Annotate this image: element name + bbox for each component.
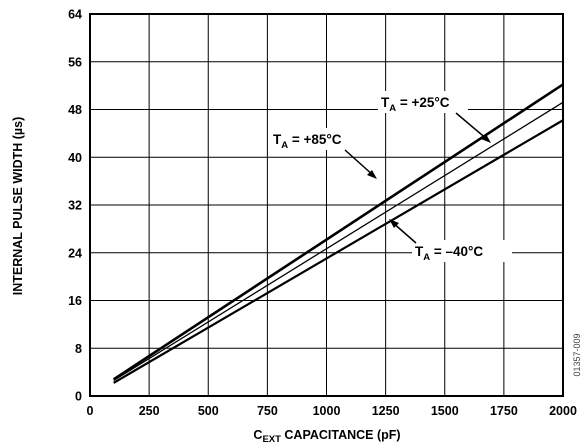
x-tick-label-7: 1750 xyxy=(490,404,518,418)
arrowhead-minus40c xyxy=(389,219,399,228)
figure-id: 01357-009 xyxy=(572,333,582,376)
x-tick-labels: 0 250 500 750 1000 1250 1500 1750 2000 xyxy=(87,404,577,418)
svg-text:TA = +25°C: TA = +25°C xyxy=(381,95,450,114)
svg-text:TA = +85°C: TA = +85°C xyxy=(273,132,342,151)
x-tick-label-2: 500 xyxy=(198,404,219,418)
x-axis-title: CEXT CAPACITANCE (pF) xyxy=(253,428,400,444)
series-line-1 xyxy=(113,101,564,382)
x-tick-label-6: 1500 xyxy=(431,404,459,418)
y-tick-label-6: 48 xyxy=(68,103,82,117)
svg-text:TA = –40°C: TA = –40°C xyxy=(415,244,483,263)
y-tick-label-1: 8 xyxy=(75,342,82,356)
x-tick-label-0: 0 xyxy=(87,404,94,418)
leader-25c xyxy=(455,112,489,141)
callout-85c: TA = +85°C xyxy=(271,128,377,179)
leader-85c xyxy=(344,149,375,177)
x-tick-label-8: 2000 xyxy=(549,404,577,418)
callout-minus40c: TA = –40°C xyxy=(389,219,512,263)
y-tick-label-2: 16 xyxy=(68,294,82,308)
y-tick-label-7: 56 xyxy=(68,55,82,69)
series-line-2 xyxy=(113,119,564,384)
arrowhead-25c xyxy=(481,134,491,143)
y-tick-label-5: 40 xyxy=(68,151,82,165)
y-tick-labels: 0 8 16 24 32 40 48 56 64 xyxy=(68,8,82,404)
x-tick-label-4: 1000 xyxy=(313,404,341,418)
y-tick-label-8: 64 xyxy=(68,8,82,22)
y-tick-label-4: 32 xyxy=(68,199,82,213)
x-tick-label-3: 750 xyxy=(257,404,278,418)
y-tick-label-0: 0 xyxy=(75,390,82,404)
callout-25c: TA = +25°C xyxy=(378,91,491,143)
x-tick-label-1: 250 xyxy=(139,404,160,418)
series-line-0 xyxy=(112,83,564,381)
x-tick-label-5: 1250 xyxy=(372,404,400,418)
series-lines xyxy=(112,83,564,384)
plot-frame xyxy=(89,13,564,397)
arrowhead-85c xyxy=(367,170,377,179)
y-tick-label-3: 24 xyxy=(68,246,82,260)
grid xyxy=(89,13,564,397)
y-axis-title: INTERNAL PULSE WIDTH (µs) xyxy=(11,117,25,296)
